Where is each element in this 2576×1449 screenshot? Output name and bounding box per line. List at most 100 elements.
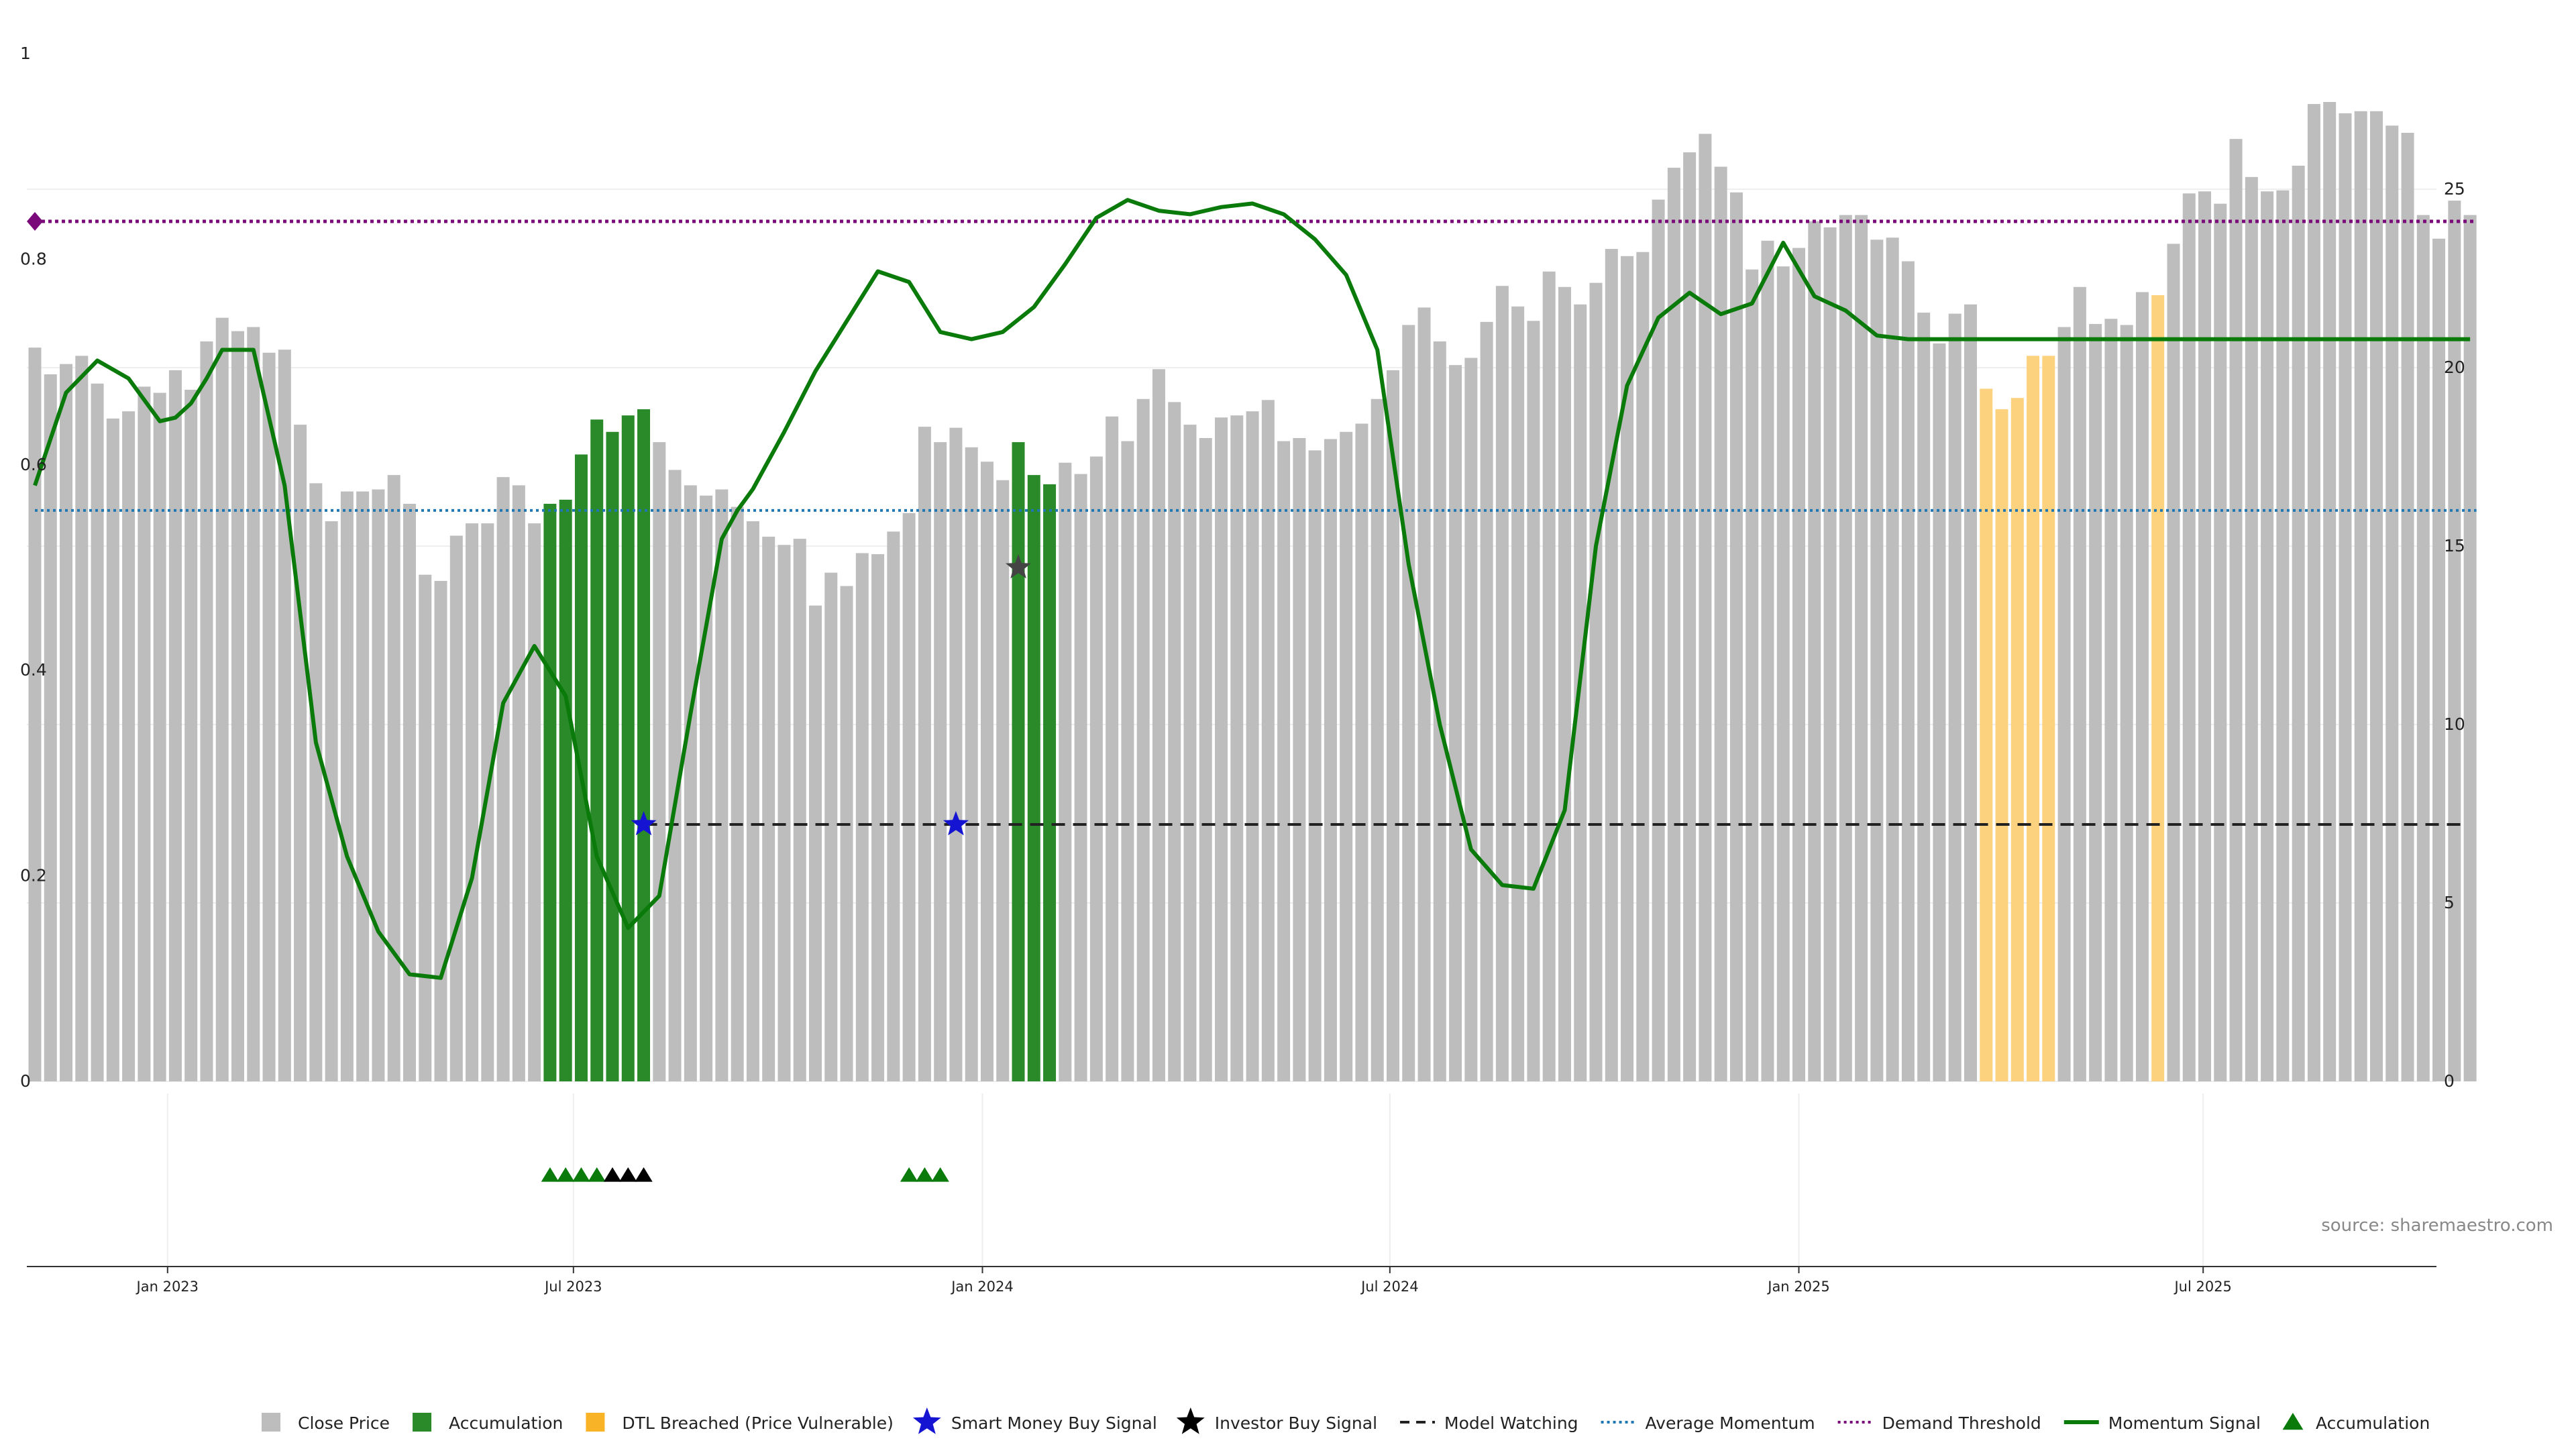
source-note: source: sharemaestro.com [2321,1216,2553,1236]
legend-swatch [262,1413,280,1432]
close-price-bar [184,389,198,1081]
accumulation-bar [543,504,557,1081]
demand-threshold-marker [27,212,43,231]
close-price-bar [2292,165,2305,1081]
close-price-bar [824,572,838,1081]
right-axis-tick: 5 [2444,893,2455,912]
close-price-bar [2307,104,2320,1081]
legend-label: Investor Buy Signal [1215,1413,1377,1433]
left-axis-tick: 1 [20,44,31,63]
close-price-bar [715,489,729,1081]
left-axis-tick: 0.6 [20,455,47,474]
close-price-bar [762,537,775,1081]
close-price-bar [1449,365,1462,1081]
close-price-bar [1808,221,1821,1081]
close-price-bar [809,605,822,1081]
close-price-bar [356,491,370,1081]
signal-markers [27,212,1031,836]
x-axis-tick: Jul 2024 [1360,1279,1418,1295]
close-price-bar [700,495,713,1081]
close-price-bar [934,442,947,1081]
close-price-bar [75,356,89,1082]
legend-item: Average Momentum [1601,1413,1815,1433]
accumulation-triangle [572,1167,590,1182]
close-price-bar [840,586,853,1081]
close-price-bar [1183,425,1197,1081]
close-price-bar [1714,166,1727,1081]
right-axis-tick: 20 [2444,358,2465,377]
close-price-bar [1948,313,1962,1082]
close-price-bar [2323,102,2337,1081]
close-price-bar [1246,411,1259,1081]
close-price-bar [278,350,291,1081]
close-price-bar [1059,462,1072,1081]
close-price-bar [871,554,885,1081]
close-price-bar [1402,325,1415,1081]
close-price-bar [466,523,479,1081]
close-price-bar [1495,286,1509,1082]
accumulation-bar [1027,475,1040,1081]
x-axis-tick: Jan 2024 [950,1279,1014,1295]
close-price-bar [2214,203,2227,1081]
accumulation-triangle [619,1167,637,1182]
reference-lines [35,219,2477,826]
close-price-bar [949,427,963,1081]
legend: Close Price Accumulation DTL Breached (Pri… [262,1407,2430,1434]
close-price-bar [2385,125,2399,1082]
close-price-bar [777,545,791,1081]
close-price-bar [2416,215,2430,1082]
close-price-bar [2432,238,2446,1081]
close-price-bar [1308,450,1322,1081]
close-price-bar [1480,321,1493,1081]
close-price-bar [668,470,682,1081]
close-price-bar [215,317,229,1081]
close-price-bar [918,427,931,1081]
accumulation-triangle [900,1167,918,1182]
close-price-bar [1776,266,1790,1081]
close-price-bar [387,475,400,1081]
x-axis-tick: Jul 2023 [543,1279,602,1295]
close-price-bar [2370,111,2383,1082]
close-price-bar [1324,439,1337,1081]
close-price-bar [200,341,213,1082]
close-price-bar [91,383,104,1081]
dtl-bar [2010,398,2024,1081]
close-price-bar [372,489,385,1081]
close-price-bar [138,386,151,1082]
smart-money-buy-star [631,811,657,836]
accumulation-bar [1043,484,1057,1081]
close-price-bar [2104,319,2118,1082]
close-price-bar [887,531,900,1081]
close-price-bar [2073,286,2086,1081]
close-price-bar [1527,321,1540,1081]
close-price-bar [309,483,323,1081]
legend-triangle-icon [2282,1413,2304,1430]
close-price-bar [2339,113,2352,1082]
close-price-bar [1277,441,1291,1081]
close-price-bar [1823,227,1837,1082]
close-price-bar [294,425,307,1081]
accumulation-triangle [541,1167,559,1182]
left-axis-tick: 0.2 [20,866,47,885]
close-price-bar [2198,191,2212,1082]
legend-label: Model Watching [1444,1413,1578,1433]
accumulation-triangle [588,1167,606,1182]
close-price-bar [247,327,260,1082]
close-price-bar [1121,441,1134,1081]
close-price-bar [746,521,759,1081]
close-price-bar [1355,423,1368,1081]
close-price-bar [262,352,276,1081]
close-price-bar [980,462,994,1081]
close-price-bar [1261,400,1275,1081]
close-price-bar [153,392,166,1081]
legend-item: Demand Threshold [1837,1413,2041,1433]
close-price-bar [340,491,354,1081]
close-price-bar [1901,261,1915,1081]
close-price-bar [1605,249,1618,1082]
close-price-bar [402,504,416,1081]
legend-label: Demand Threshold [1882,1413,2041,1433]
close-price-bar [731,506,744,1081]
close-price-bar [1089,456,1103,1081]
